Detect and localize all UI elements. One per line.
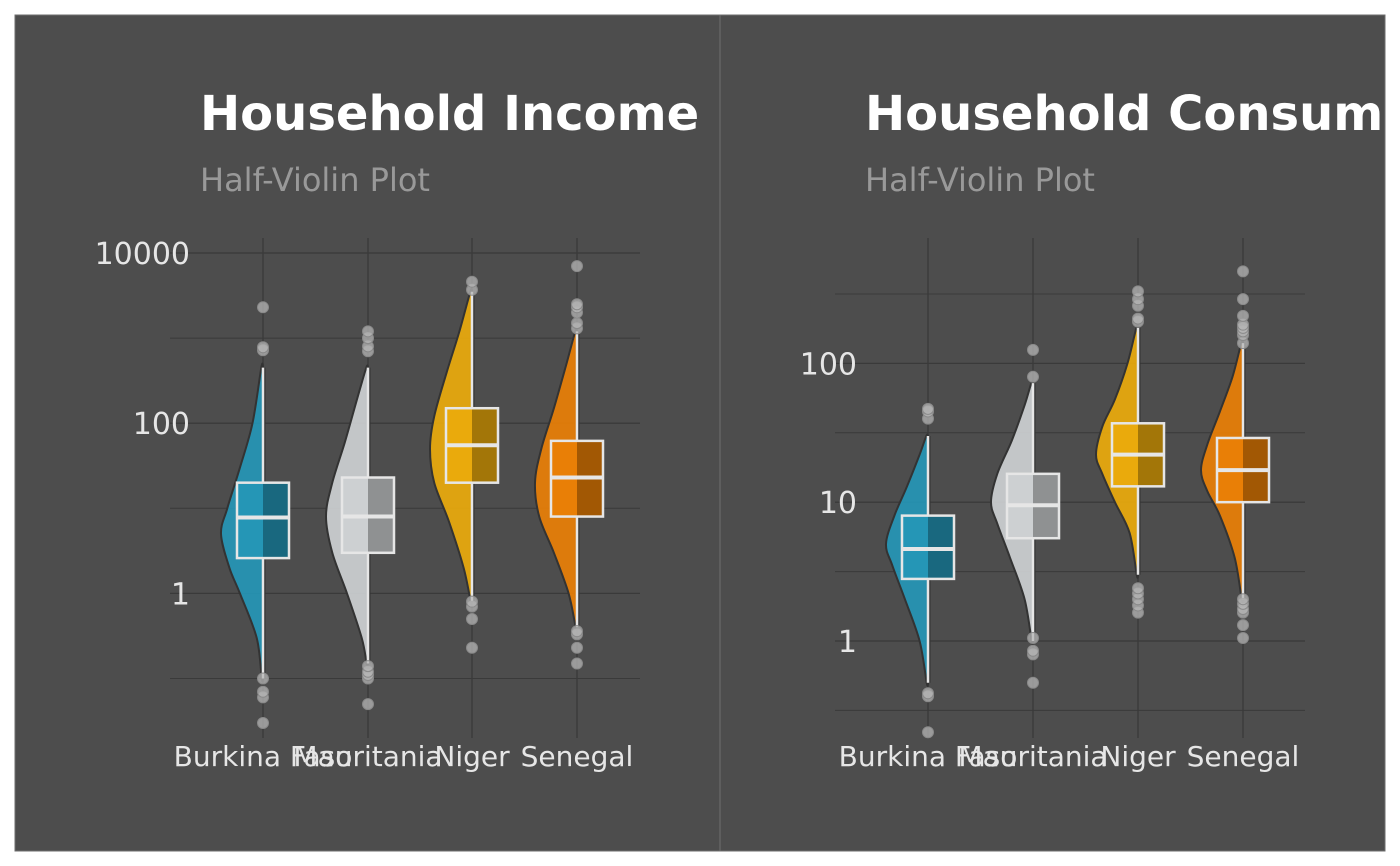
series-burkina-faso: Burkina Faso xyxy=(174,301,353,773)
outlier-point xyxy=(257,301,269,314)
series-senegal: Senegal xyxy=(1187,265,1300,773)
outlier-point xyxy=(922,687,934,700)
series-burkina-faso: Burkina Faso xyxy=(839,402,1018,773)
panel-income: Household Income Half-Violin Plot 1 100 1000… xyxy=(14,14,721,852)
x-tick-label: Niger xyxy=(434,740,510,773)
outlier-point xyxy=(571,641,583,654)
outlier-point xyxy=(1027,676,1039,689)
outlier-point xyxy=(1237,632,1249,645)
box-right-shade xyxy=(263,482,289,559)
outlier-point xyxy=(257,341,269,354)
outlier-point xyxy=(362,325,374,338)
outlier-point xyxy=(1132,285,1144,298)
outlier-point xyxy=(466,613,478,626)
series-niger: Niger xyxy=(1094,285,1176,773)
outlier-point xyxy=(1237,265,1249,278)
x-tick-label: Mauritania xyxy=(958,740,1107,773)
x-tick-label: Senegal xyxy=(1187,740,1300,773)
outlier-point xyxy=(362,698,374,711)
series-mauritania: Mauritania xyxy=(293,325,443,773)
outlier-point xyxy=(1132,582,1144,595)
x-tick-label: Burkina Faso xyxy=(174,740,353,773)
outlier-point xyxy=(466,275,478,288)
outlier-point xyxy=(257,685,269,698)
series-senegal: Senegal xyxy=(521,260,634,773)
outlier-point xyxy=(1027,632,1039,645)
outlier-point xyxy=(1237,293,1249,306)
chart-subtitle: Half-Violin Plot xyxy=(200,161,430,199)
series-mauritania: Mauritania xyxy=(958,343,1108,773)
chart-subtitle: Half-Violin Plot xyxy=(865,161,1095,199)
outlier-point xyxy=(1132,312,1144,325)
chart-title: Household Consum xyxy=(865,86,1383,142)
outlier-point xyxy=(1237,593,1249,606)
y-tick-label: 100 xyxy=(133,407,190,442)
outlier-point xyxy=(257,717,269,730)
outlier-point xyxy=(922,402,934,415)
series-niger: Niger xyxy=(428,275,510,773)
outlier-point xyxy=(1027,343,1039,356)
outlier-point xyxy=(1237,309,1249,322)
x-tick-label: Niger xyxy=(1100,740,1176,773)
y-tick-label: 10000 xyxy=(95,237,190,272)
chart-title: Household Income xyxy=(200,86,699,142)
outlier-point xyxy=(571,317,583,330)
y-tick-label: 100 xyxy=(800,347,857,382)
outlier-point xyxy=(466,641,478,654)
outlier-point xyxy=(571,657,583,670)
outlier-point xyxy=(362,660,374,673)
outlier-point xyxy=(922,726,934,739)
outlier-point xyxy=(1027,644,1039,657)
y-tick-label: 1 xyxy=(838,625,857,660)
box-outline xyxy=(235,481,291,560)
outlier-point xyxy=(257,672,269,685)
x-tick-label: Senegal xyxy=(521,740,634,773)
outlier-point xyxy=(571,260,583,273)
outlier-point xyxy=(571,298,583,311)
box-left xyxy=(237,482,263,559)
y-tick-label: 1 xyxy=(171,577,190,612)
x-tick-label: Burkina Faso xyxy=(839,740,1018,773)
outlier-point xyxy=(571,625,583,638)
outlier-point xyxy=(1027,370,1039,383)
y-tick-label: 10 xyxy=(819,486,857,521)
outlier-point xyxy=(1237,619,1249,632)
box-right xyxy=(263,482,289,559)
x-tick-label: Mauritania xyxy=(293,740,442,773)
outlier-point xyxy=(466,595,478,608)
panel-consumption: Household Consum Half-Violin Plot 1 10 100 Bu… xyxy=(719,14,1386,852)
